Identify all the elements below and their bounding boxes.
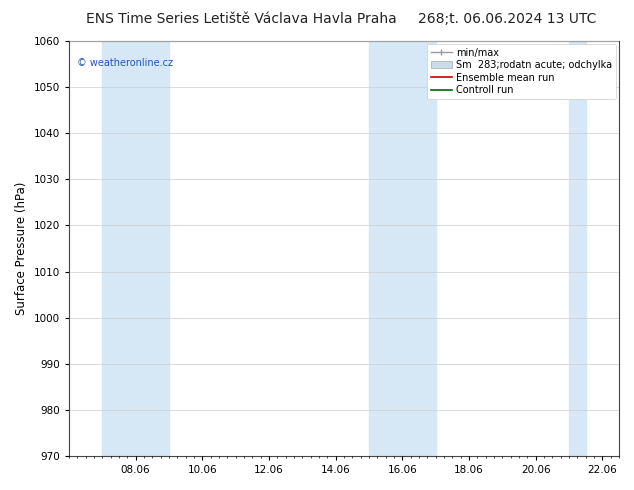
Bar: [569, 41, 586, 456]
Legend: min/max, Sm  283;rodatn acute; odchylka, Ensemble mean run, Controll run: min/max, Sm 283;rodatn acute; odchylka, …: [427, 44, 616, 99]
Bar: [102, 41, 169, 456]
Text: © weatheronline.cz: © weatheronline.cz: [77, 58, 173, 68]
Y-axis label: Surface Pressure (hPa): Surface Pressure (hPa): [15, 182, 28, 315]
Bar: [369, 41, 436, 456]
Text: ENS Time Series Letiště Václava Havla Praha: ENS Time Series Letiště Václava Havla Pr…: [86, 12, 396, 26]
Text: 268;t. 06.06.2024 13 UTC: 268;t. 06.06.2024 13 UTC: [418, 12, 597, 26]
